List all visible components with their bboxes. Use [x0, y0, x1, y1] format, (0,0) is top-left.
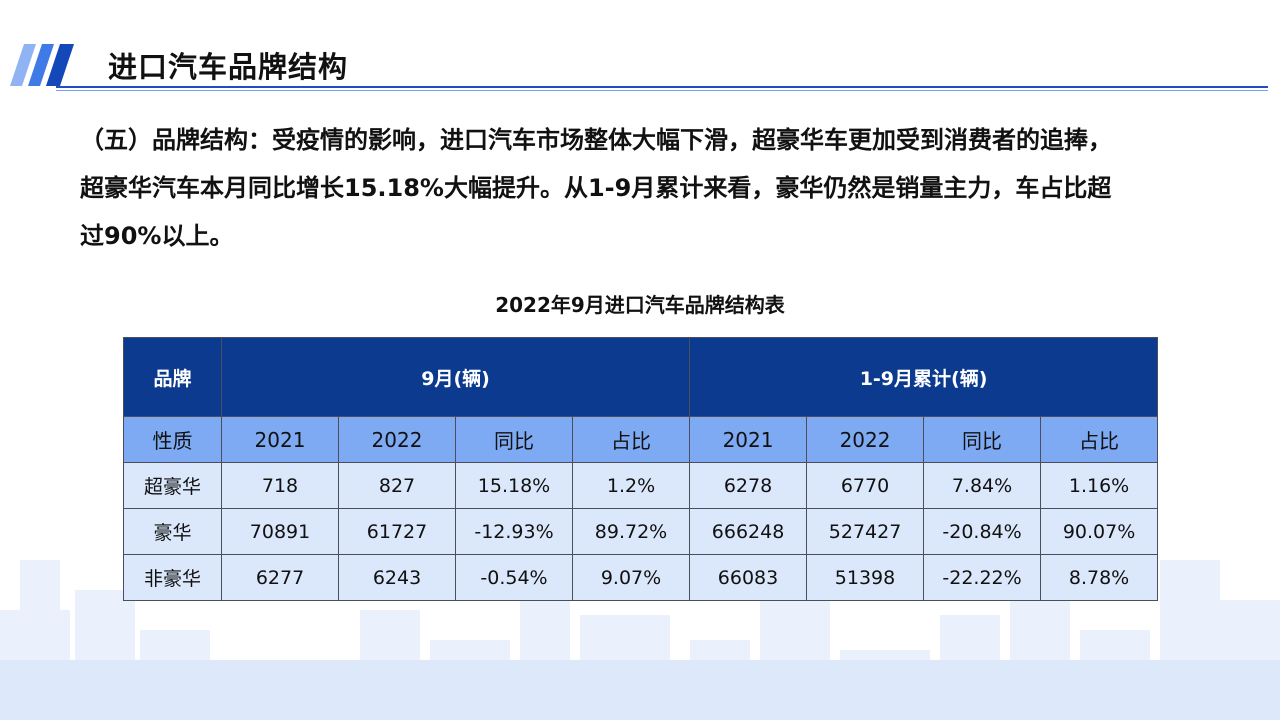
table-cell: -0.54% [455, 554, 573, 601]
table-cell: 6770 [806, 462, 925, 509]
table-cell: 7.84% [923, 462, 1042, 509]
table-cell: 9.07% [571, 554, 691, 601]
table-cell: 718 [221, 462, 339, 509]
paragraph-line: 超豪华汽车本月同比增长15.18%大幅提升。从1-9月累计来看，豪华仍然是销量主… [80, 174, 1112, 202]
table-row: 豪华 70891 61727 -12.93% 89.72% 666248 527… [123, 508, 1159, 555]
table-cell: 15.18% [455, 462, 573, 509]
subheader-cell: 性质 [123, 416, 222, 463]
title-slash-logo [10, 44, 74, 86]
subheader-cell: 2021 [689, 416, 808, 463]
table-cell: 61727 [338, 508, 456, 555]
header-ytd-group: 1-9月累计(辆) [689, 337, 1159, 417]
page-title: 进口汽车品牌结构 [108, 50, 349, 84]
table-cell: 89.72% [571, 508, 691, 555]
table-cell: 6277 [221, 554, 339, 601]
table-cell: 1.2% [571, 462, 691, 509]
subheader-cell: 占比 [1040, 416, 1159, 463]
header-month-group: 9月(辆) [220, 337, 691, 417]
title-divider [56, 86, 1268, 88]
subheader-cell: 同比 [923, 416, 1042, 463]
subheader-cell: 2021 [221, 416, 339, 463]
table-cell: 非豪华 [123, 554, 222, 601]
paragraph-line: 过90%以上。 [80, 222, 234, 250]
table-cell: 6243 [338, 554, 456, 601]
subheader-cell: 2022 [338, 416, 456, 463]
table-cell: 1.16% [1040, 462, 1159, 509]
table-cell: -22.22% [923, 554, 1042, 601]
subheader-cell: 占比 [571, 416, 691, 463]
table-cell: 90.07% [1040, 508, 1159, 555]
subheader-cell: 同比 [455, 416, 573, 463]
table-cell: 70891 [221, 508, 339, 555]
table-cell: 8.78% [1040, 554, 1159, 601]
table-cell: 666248 [689, 508, 808, 555]
table-header-row: 品牌 9月(辆) 1-9月累计(辆) [123, 337, 1159, 417]
title-divider-thin [56, 90, 1268, 91]
table-cell: -12.93% [455, 508, 573, 555]
body-paragraph: （五）品牌结构：受疫情的影响，进口汽车市场整体大幅下滑，超豪华车更加受到消费者的… [80, 116, 1230, 260]
table-cell: 超豪华 [123, 462, 222, 509]
table-cell: 66083 [689, 554, 808, 601]
paragraph-line: （五）品牌结构：受疫情的影响，进口汽车市场整体大幅下滑，超豪华车更加受到消费者的… [80, 126, 1112, 154]
table-cell: 51398 [806, 554, 925, 601]
table-row: 超豪华 718 827 15.18% 1.2% 6278 6770 7.84% … [123, 462, 1159, 509]
subheader-cell: 2022 [806, 416, 925, 463]
table-cell: 6278 [689, 462, 808, 509]
table-subheader-row: 性质 2021 2022 同比 占比 2021 2022 同比 占比 [123, 416, 1159, 463]
table-cell: -20.84% [923, 508, 1042, 555]
header-brand: 品牌 [123, 337, 222, 417]
table-cell: 827 [338, 462, 456, 509]
table-cell: 527427 [806, 508, 925, 555]
table-row: 非豪华 6277 6243 -0.54% 9.07% 66083 51398 -… [123, 554, 1159, 601]
table-cell: 豪华 [123, 508, 222, 555]
table-title: 2022年9月进口汽车品牌结构表 [495, 293, 785, 317]
brand-structure-table: 品牌 9月(辆) 1-9月累计(辆) 性质 2021 2022 同比 占比 20… [123, 337, 1159, 601]
